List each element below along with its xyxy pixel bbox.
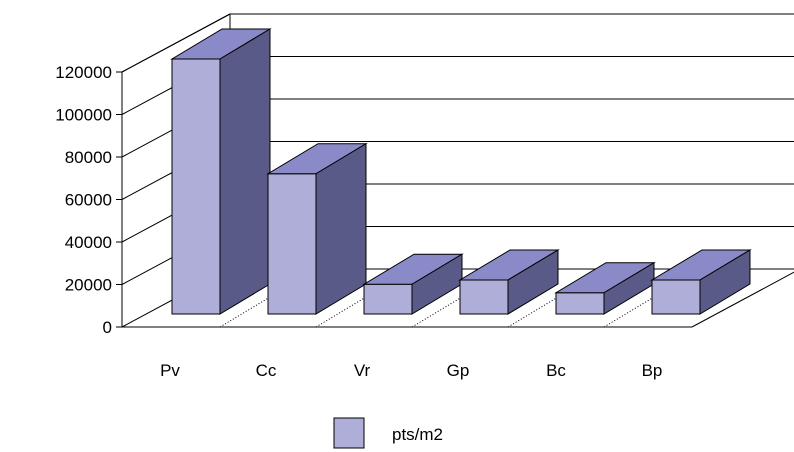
legend-label: pts/m2 xyxy=(392,425,443,444)
y-tick-label: 100000 xyxy=(55,106,112,125)
bar-bp xyxy=(650,249,752,315)
bar-side-face xyxy=(699,249,751,315)
bar-front-face xyxy=(363,283,413,315)
bar-pv xyxy=(170,28,272,315)
chart-labels: 0 20000 40000 60000 80000 100000 120000 Pv Cc Vr G… xyxy=(55,63,662,380)
chart-axes xyxy=(116,71,122,328)
y-tick-label: 60000 xyxy=(65,191,112,210)
bar-gp xyxy=(458,249,560,315)
bar-front-face xyxy=(267,173,317,315)
x-tick-label: Gp xyxy=(447,361,470,380)
bar-front-face xyxy=(555,292,605,315)
chart-bars xyxy=(170,28,752,315)
x-tick-label: Cc xyxy=(256,361,277,380)
floor-divider-dotted xyxy=(411,296,463,328)
x-tick-label: Vr xyxy=(354,361,371,380)
floor-divider-dotted xyxy=(219,296,271,328)
x-tick-label: Pv xyxy=(160,361,180,380)
floor-divider-dotted xyxy=(603,296,655,328)
bar-front-face xyxy=(651,279,701,315)
bar-side-face xyxy=(219,28,271,315)
bar-front-face xyxy=(459,279,509,315)
bar-bc xyxy=(554,261,656,315)
floor-divider-dotted xyxy=(507,296,559,328)
gridline-depth xyxy=(121,13,231,73)
bar-cc xyxy=(266,142,368,315)
y-tick-label: 0 xyxy=(103,318,112,337)
y-tick-label: 40000 xyxy=(65,233,112,252)
bar-side-face xyxy=(507,249,559,315)
x-tick-label: Bp xyxy=(642,361,663,380)
y-tick-label: 80000 xyxy=(65,148,112,167)
x-tick-label: Bc xyxy=(546,361,566,380)
bar-vr xyxy=(362,253,464,315)
y-tick-label: 20000 xyxy=(65,276,112,295)
floor-right-edge xyxy=(691,271,794,328)
chart-legend: pts/m2 xyxy=(333,417,443,449)
legend-swatch xyxy=(333,417,365,449)
floor-divider-dotted xyxy=(315,296,367,328)
y-tick-label: 120000 xyxy=(55,63,112,82)
bar-side-face xyxy=(315,142,367,315)
bar-front-face xyxy=(171,58,221,315)
